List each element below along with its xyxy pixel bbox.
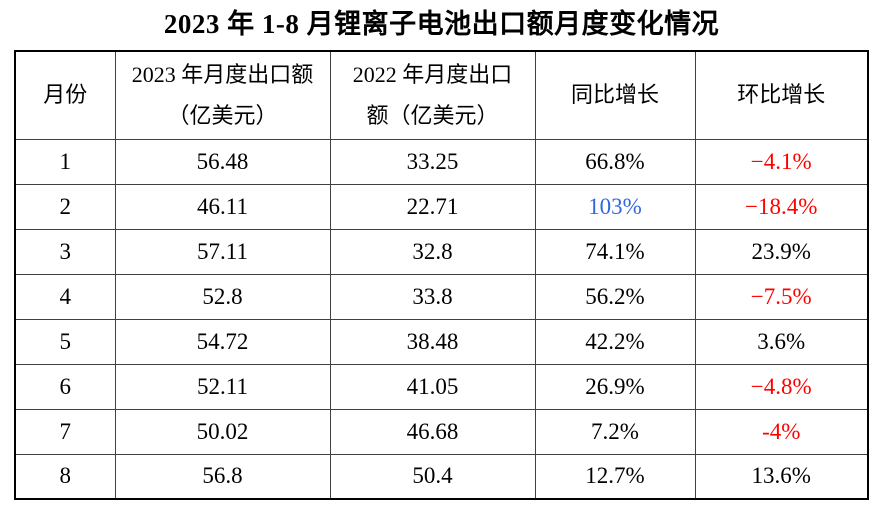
- cell-month: 7: [14, 408, 116, 455]
- cell-2022-export: 33.25: [329, 138, 536, 185]
- cell-yoy-growth: 103%: [534, 183, 696, 230]
- cell-2023-export: 50.02: [114, 408, 331, 455]
- cell-month: 3: [14, 228, 116, 275]
- cell-2023-export: 56.48: [114, 138, 331, 185]
- cell-2022-export: 32.8: [329, 228, 536, 275]
- cell-month: 2: [14, 183, 116, 230]
- cell-2023-export: 52.11: [114, 363, 331, 410]
- cell-yoy-growth: 42.2%: [534, 318, 696, 365]
- table-row: 8 56.8 50.4 12.7% 13.6%: [14, 453, 869, 500]
- cell-yoy-growth: 66.8%: [534, 138, 696, 185]
- cell-2022-export: 46.68: [329, 408, 536, 455]
- cell-2023-export: 46.11: [114, 183, 331, 230]
- table-row: 2 46.11 22.71 103% −18.4%: [14, 183, 869, 230]
- cell-month: 8: [14, 453, 116, 500]
- cell-mom-growth: −4.8%: [694, 363, 869, 410]
- table-row: 6 52.11 41.05 26.9% −4.8%: [14, 363, 869, 410]
- cell-2023-export: 56.8: [114, 453, 331, 500]
- cell-2022-export: 38.48: [329, 318, 536, 365]
- export-table: 月份 2023 年月度出口额（亿美元） 2022 年月度出口额（亿美元） 同比增…: [14, 50, 869, 501]
- cell-2023-export: 52.8: [114, 273, 331, 320]
- cell-mom-growth: 3.6%: [694, 318, 869, 365]
- cell-mom-growth: 13.6%: [694, 453, 869, 500]
- cell-month: 4: [14, 273, 116, 320]
- table-row: 5 54.72 38.48 42.2% 3.6%: [14, 318, 869, 365]
- header-yoy-growth: 同比增长: [534, 50, 696, 140]
- table-row: 7 50.02 46.68 7.2% -4%: [14, 408, 869, 455]
- header-2022-export: 2022 年月度出口额（亿美元）: [329, 50, 536, 140]
- cell-month: 1: [14, 138, 116, 185]
- table-row: 4 52.8 33.8 56.2% −7.5%: [14, 273, 869, 320]
- header-month: 月份: [14, 50, 116, 140]
- table-header: 月份 2023 年月度出口额（亿美元） 2022 年月度出口额（亿美元） 同比增…: [14, 50, 869, 140]
- cell-yoy-growth: 74.1%: [534, 228, 696, 275]
- cell-yoy-growth: 26.9%: [534, 363, 696, 410]
- cell-mom-growth: −18.4%: [694, 183, 869, 230]
- cell-yoy-growth: 7.2%: [534, 408, 696, 455]
- header-row: 月份 2023 年月度出口额（亿美元） 2022 年月度出口额（亿美元） 同比增…: [14, 50, 869, 140]
- page-title: 2023 年 1-8 月锂离子电池出口额月度变化情况: [163, 9, 720, 39]
- cell-yoy-growth: 56.2%: [534, 273, 696, 320]
- cell-mom-growth: -4%: [694, 408, 869, 455]
- cell-2023-export: 57.11: [114, 228, 331, 275]
- cell-2022-export: 41.05: [329, 363, 536, 410]
- cell-2023-export: 54.72: [114, 318, 331, 365]
- cell-2022-export: 22.71: [329, 183, 536, 230]
- header-mom-growth: 环比增长: [694, 50, 869, 140]
- table-row: 1 56.48 33.25 66.8% −4.1%: [14, 138, 869, 185]
- header-2023-export: 2023 年月度出口额（亿美元）: [114, 50, 331, 140]
- cell-month: 5: [14, 318, 116, 365]
- cell-2022-export: 50.4: [329, 453, 536, 500]
- cell-mom-growth: −4.1%: [694, 138, 869, 185]
- cell-2022-export: 33.8: [329, 273, 536, 320]
- cell-month: 6: [14, 363, 116, 410]
- cell-mom-growth: −7.5%: [694, 273, 869, 320]
- cell-yoy-growth: 12.7%: [534, 453, 696, 500]
- table-body: 1 56.48 33.25 66.8% −4.1% 2 46.11 22.71 103% −18.…: [14, 138, 869, 500]
- cell-mom-growth: 23.9%: [694, 228, 869, 275]
- table-row: 3 57.11 32.8 74.1% 23.9%: [14, 228, 869, 275]
